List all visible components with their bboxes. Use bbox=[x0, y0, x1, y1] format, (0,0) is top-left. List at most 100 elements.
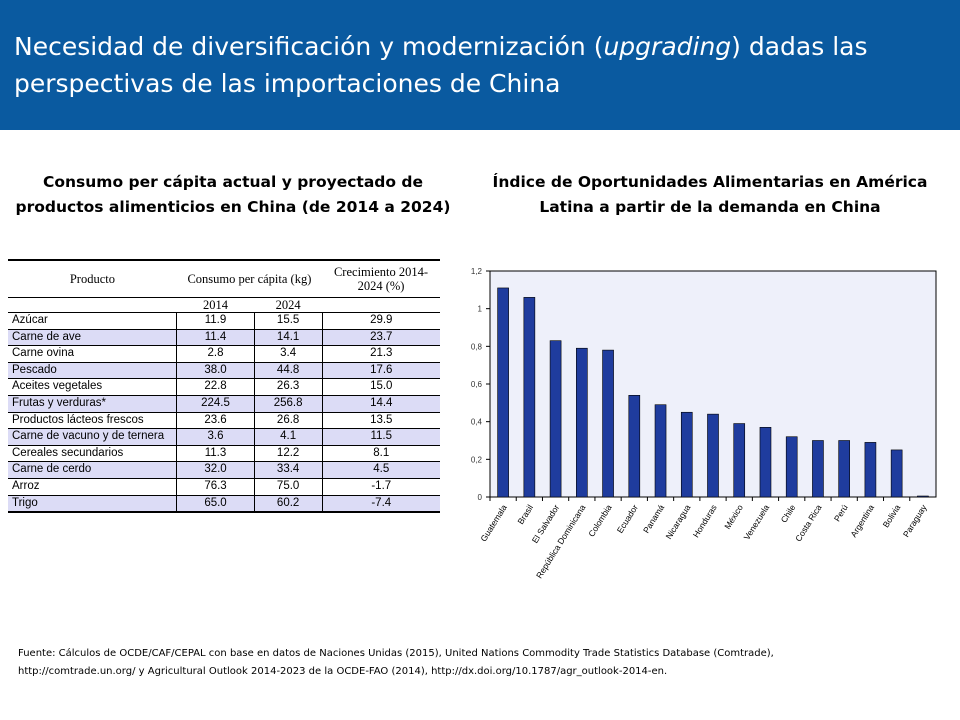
col-growth-header: Crecimiento 2014-2024 (%) bbox=[322, 259, 440, 298]
y-tick-label: 1,2 bbox=[471, 267, 483, 276]
cell-2024: 33.4 bbox=[253, 461, 323, 479]
x-tick-label: Panamá bbox=[641, 503, 666, 535]
y-tick-label: 0,4 bbox=[471, 418, 483, 427]
y-tick-label: 1 bbox=[478, 305, 483, 314]
cell-2024: 26.3 bbox=[253, 378, 323, 396]
table-row: Cereales secundarios 11.3 12.2 8.1 bbox=[8, 445, 440, 463]
x-tick-label: Argentina bbox=[848, 503, 876, 539]
year-spacer bbox=[8, 297, 177, 313]
y-tick-label: 0 bbox=[478, 493, 483, 502]
x-tick-label: Nicaragua bbox=[663, 503, 692, 541]
consumption-table: Producto Consumo per cápita (kg) Crecimi… bbox=[8, 259, 440, 514]
x-tick-label: Venezuela bbox=[742, 503, 772, 542]
cell-product: Trigo bbox=[8, 495, 177, 514]
cell-2024: 256.8 bbox=[253, 395, 323, 413]
x-tick-label: Honduras bbox=[691, 503, 719, 540]
bar bbox=[497, 287, 509, 498]
col-2014-header: 2014 bbox=[176, 297, 255, 313]
slide-title-part1: Necesidad de diversificación y moderniza… bbox=[14, 32, 604, 61]
x-tick-label: Brasil bbox=[515, 503, 535, 526]
table-body: Azúcar 11.9 15.5 29.9 Carne de ave 11.4 14.1 23… bbox=[8, 312, 440, 514]
bar bbox=[864, 442, 877, 498]
cell-2024: 60.2 bbox=[253, 495, 323, 514]
col-product-header: Producto bbox=[8, 259, 177, 298]
table-row: Frutas y verduras* 224.5 256.8 14.4 bbox=[8, 395, 440, 413]
cell-product: Carne de cerdo bbox=[8, 461, 177, 479]
table-row: Productos lácteos frescos 23.6 26.8 13.5 bbox=[8, 412, 440, 430]
year-spacer-2 bbox=[322, 297, 440, 313]
bar bbox=[523, 297, 536, 498]
cell-2014: 3.6 bbox=[176, 428, 255, 446]
table-row: Carne de cerdo 32.0 33.4 4.5 bbox=[8, 461, 440, 479]
cell-product: Cereales secundarios bbox=[8, 445, 177, 463]
cell-product: Arroz bbox=[8, 478, 177, 496]
col-consumption-header: Consumo per cápita (kg) bbox=[176, 259, 323, 298]
cell-growth: 13.5 bbox=[321, 412, 440, 430]
cell-2014: 2.8 bbox=[176, 345, 255, 363]
x-tick-label: Ecuador bbox=[615, 503, 640, 535]
bar bbox=[812, 440, 824, 498]
footnote-line-2: http://comtrade.un.org/ y Agricultural O… bbox=[18, 666, 668, 677]
bar bbox=[549, 340, 562, 498]
bar bbox=[785, 436, 798, 498]
consumption-table-container: Producto Consumo per cápita (kg) Crecimi… bbox=[8, 259, 440, 514]
table-row: Trigo 65.0 60.2 -7.4 bbox=[8, 495, 440, 514]
cell-2014: 65.0 bbox=[176, 495, 255, 514]
cell-product: Carne ovina bbox=[8, 345, 177, 363]
x-tick-label: Guatemala bbox=[478, 503, 509, 544]
cell-2014: 11.4 bbox=[176, 329, 255, 347]
cell-growth: -7.4 bbox=[321, 495, 440, 514]
x-tick-label: Colombia bbox=[586, 503, 614, 539]
cell-growth: 15.0 bbox=[321, 378, 440, 396]
table-row: Carne de ave 11.4 14.1 23.7 bbox=[8, 329, 440, 347]
cell-2024: 12.2 bbox=[253, 445, 323, 463]
cell-2024: 4.1 bbox=[253, 428, 323, 446]
footnote-line-1: Fuente: Cálculos de OCDE/CAF/CEPAL con b… bbox=[18, 648, 774, 659]
y-tick-label: 0,8 bbox=[471, 342, 483, 351]
bar bbox=[707, 413, 719, 498]
slide-title: Necesidad de diversificación y moderniza… bbox=[14, 28, 934, 102]
cell-product: Productos lácteos frescos bbox=[8, 412, 177, 430]
y-tick-label: 0,6 bbox=[471, 380, 483, 389]
cell-2024: 44.8 bbox=[253, 362, 323, 380]
bar bbox=[628, 395, 641, 498]
cell-2014: 224.5 bbox=[176, 395, 255, 413]
bar bbox=[602, 349, 614, 498]
cell-product: Frutas y verduras* bbox=[8, 395, 177, 413]
source-footnote: Fuente: Cálculos de OCDE/CAF/CEPAL con b… bbox=[18, 645, 948, 681]
x-tick-label: Paraguay bbox=[901, 502, 929, 539]
bar bbox=[733, 423, 746, 498]
col-2024-header: 2024 bbox=[254, 297, 323, 313]
chart-subtitle: Índice de Oportunidades Alimentarias en … bbox=[492, 173, 928, 216]
table-row: Carne ovina 2.8 3.4 21.3 bbox=[8, 345, 440, 363]
cell-2014: 23.6 bbox=[176, 412, 255, 430]
bar bbox=[890, 449, 903, 498]
table-row: Aceites vegetales 22.8 26.3 15.0 bbox=[8, 378, 440, 396]
cell-2024: 26.8 bbox=[253, 412, 323, 430]
slide-title-italic: upgrading bbox=[603, 32, 732, 61]
slide-header: Necesidad de diversificación y moderniza… bbox=[0, 0, 960, 130]
table-row: Azúcar 11.9 15.5 29.9 bbox=[8, 312, 440, 330]
cell-product: Azúcar bbox=[8, 312, 177, 330]
slide-title-part2: ) dadas las perspectivas de las importac… bbox=[14, 32, 868, 98]
cell-growth: 23.7 bbox=[321, 329, 440, 347]
bar bbox=[917, 495, 929, 498]
cell-growth: 21.3 bbox=[321, 345, 440, 363]
chart-container: 0 0,2 0,4 0,6 0,8 1 1,2 Guatemala Brasil El Salva… bbox=[454, 257, 944, 587]
cell-growth: 4.5 bbox=[321, 461, 440, 479]
cell-2014: 76.3 bbox=[176, 478, 255, 496]
x-tick-label: Bolivia bbox=[881, 503, 903, 530]
table-row: Arroz 76.3 75.0 -1.7 bbox=[8, 478, 440, 496]
x-tick-label: Perú bbox=[832, 503, 850, 524]
table-subtitle: Consumo per cápita actual y proyectado d… bbox=[15, 173, 451, 216]
cell-growth: 11.5 bbox=[321, 428, 440, 446]
y-tick-label: 0,2 bbox=[471, 455, 483, 464]
bar bbox=[680, 411, 693, 498]
cell-growth: -1.7 bbox=[321, 478, 440, 496]
bar bbox=[654, 404, 667, 498]
x-tick-label: Chile bbox=[779, 503, 798, 525]
cell-2014: 22.8 bbox=[176, 378, 255, 396]
cell-growth: 29.9 bbox=[321, 312, 440, 330]
x-tick-label: República Dominicana bbox=[534, 503, 588, 581]
